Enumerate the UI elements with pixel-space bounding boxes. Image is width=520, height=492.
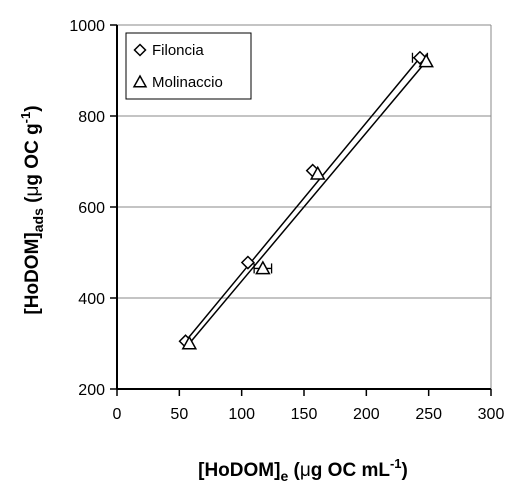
x-tick-label: 50 [170,406,188,423]
fit-line-filoncia [184,57,421,342]
data-point-molinaccio [309,165,326,180]
legend-triangle-marker [132,74,148,88]
x-tick-label: 200 [353,406,380,423]
legend-marker-triangle [132,74,148,88]
y-tick-label: 200 [78,382,105,399]
data-point-molinaccio [418,53,434,68]
x-tick-label: 100 [228,406,255,423]
fit-line-molinaccio [188,60,427,344]
data-point-filoncia [240,255,255,270]
legend: Filoncia Molinaccio [125,32,252,100]
data-point-molinaccio [255,260,271,275]
y-tick-label: 800 [78,109,105,126]
data-point-molinaccio [181,335,198,350]
x-tick-label: 0 [113,406,122,423]
y-tick-label: 1000 [69,18,105,35]
x-tick-label: 250 [415,406,442,423]
y-tick-label: 600 [78,200,105,217]
x-ticks: 0 50 100 150 200 250 300 [113,389,505,423]
y-ticks: 200 400 600 800 1000 [69,18,117,399]
legend-label-molinaccio: Molinaccio [152,74,223,91]
legend-diamond-marker [133,43,147,57]
legend-box [125,32,252,100]
legend-label-filoncia: Filoncia [152,42,204,59]
y-tick-label: 400 [78,291,105,308]
x-axis-title: [HoDOM]e (μg OC mL-1) [198,456,408,484]
x-tick-label: 300 [478,406,505,423]
x-tick-label: 150 [291,406,318,423]
legend-marker-diamond [133,43,147,57]
y-axis-title: [HoDOM]ads (μg OC g-1) [18,105,46,314]
series-layer [178,50,434,350]
